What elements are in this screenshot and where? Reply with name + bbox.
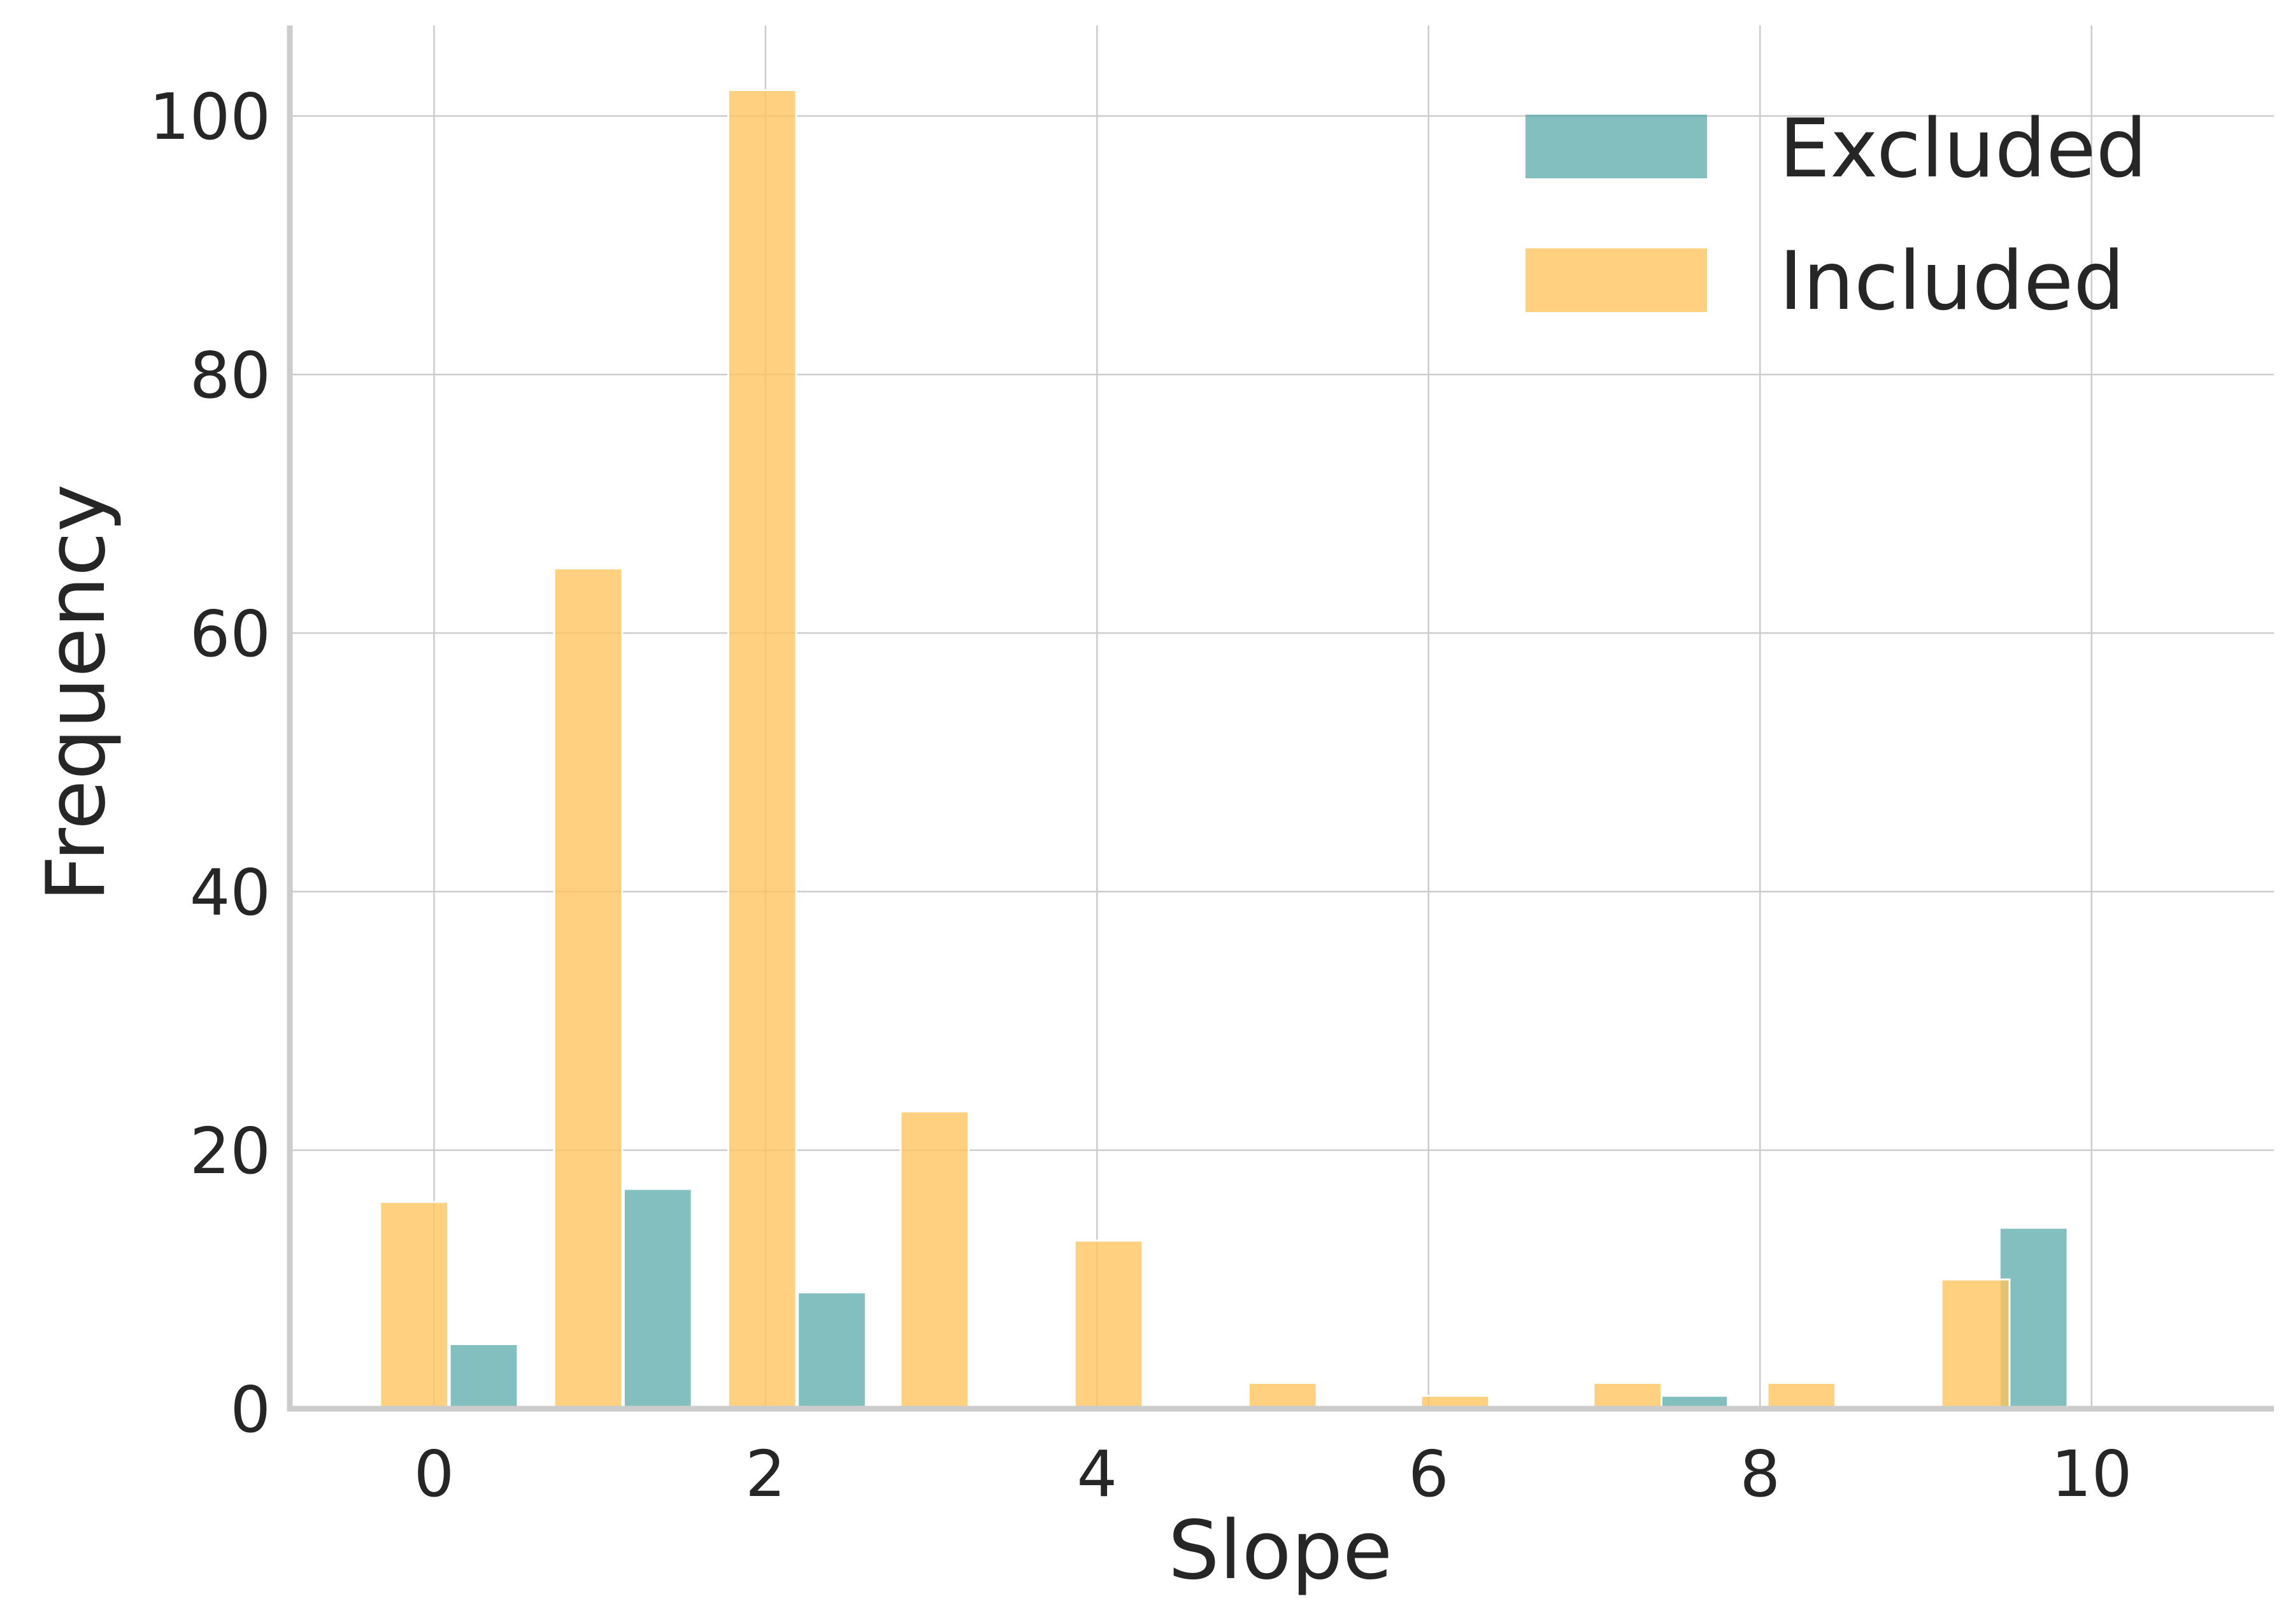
bar-excluded <box>622 1188 693 1410</box>
y-tick-label: 20 <box>190 1114 271 1188</box>
bar-included <box>1766 1381 1837 1410</box>
bar-included <box>899 1110 970 1410</box>
bar-included <box>379 1200 450 1410</box>
legend-label-included: Included <box>1779 234 2125 328</box>
bars-layer <box>379 89 2069 1410</box>
bar-included <box>727 89 797 1410</box>
x-tick-label: 4 <box>1077 1437 1118 1511</box>
y-tick-label: 0 <box>230 1372 271 1447</box>
x-tick-label: 0 <box>414 1437 455 1511</box>
y-axis-title: Frequency <box>29 484 123 902</box>
bar-excluded <box>1998 1227 2069 1410</box>
y-tick-label: 100 <box>149 80 271 154</box>
bar-included <box>1073 1239 1144 1410</box>
bar-included <box>1592 1381 1662 1410</box>
y-tick-label: 80 <box>190 338 271 413</box>
x-tick-label: 10 <box>2051 1437 2132 1511</box>
legend-swatch-included <box>1525 248 1707 312</box>
axes-layer <box>287 25 2274 1412</box>
bar-excluded <box>797 1291 867 1410</box>
x-tick-label: 2 <box>745 1437 786 1511</box>
legend-label-excluded: Excluded <box>1779 101 2147 196</box>
bar-excluded <box>448 1343 519 1410</box>
bar-included <box>1247 1381 1318 1410</box>
x-tick-label: 8 <box>1739 1437 1780 1511</box>
bar-included <box>553 567 624 1410</box>
y-tick-label: 60 <box>190 597 271 671</box>
x-axis-title: Slope <box>1168 1503 1392 1597</box>
y-tick-label: 40 <box>190 855 271 930</box>
x-tick-label: 6 <box>1408 1437 1449 1511</box>
bar-included <box>1940 1278 2011 1410</box>
legend: Excluded Included <box>1525 101 2147 328</box>
legend-swatch-excluded <box>1525 115 1707 178</box>
